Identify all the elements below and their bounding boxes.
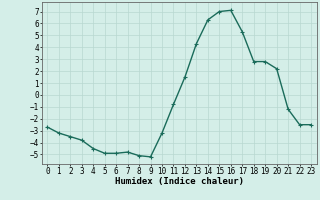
- X-axis label: Humidex (Indice chaleur): Humidex (Indice chaleur): [115, 177, 244, 186]
